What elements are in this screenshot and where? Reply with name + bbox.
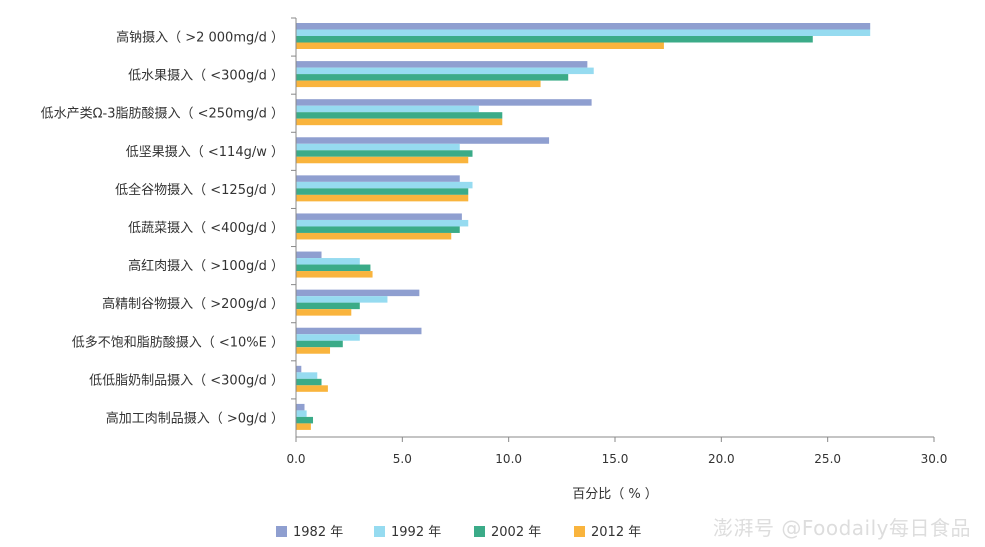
bar-2012-3 [296, 156, 469, 164]
category-label: 高钠摄入（ >2 000mg/d ） [116, 30, 284, 46]
bar-1992-2 [296, 105, 479, 113]
bar-2012-1 [296, 80, 541, 88]
bar-1982-6 [296, 251, 322, 259]
legend-label: 1992 年 [391, 525, 441, 540]
category-label: 低水产类Ω-3脂肪酸摄入（ <250mg/d ） [41, 106, 284, 122]
bar-1982-8 [296, 327, 422, 335]
x-axis: 0.0 5.0 10.0 15.0 20.0 25.0 30.0 [286, 17, 948, 466]
bar-2002-8 [296, 340, 343, 348]
x-axis-title: 百分比（ % ） [572, 487, 658, 502]
bar-2002-10 [296, 416, 314, 424]
bar-2012-2 [296, 118, 503, 126]
legend-label: 1982 年 [293, 525, 343, 540]
bar-2002-4 [296, 188, 469, 195]
x-tick-label: 30.0 [921, 452, 948, 466]
bar-1982-7 [296, 289, 420, 297]
bar-1982-2 [296, 99, 592, 106]
bar-1992-10 [296, 410, 307, 417]
legend: 1982 年 1992 年 2002 年 2012 年 [276, 525, 641, 540]
bar-2012-0 [296, 42, 664, 49]
category-label: 低水果摄入（ <300g/d ） [128, 69, 284, 84]
bar-1982-9 [296, 365, 302, 373]
category-label: 低多不饱和脂肪酸摄入（ <10%E ） [72, 334, 284, 350]
bar-2012-10 [296, 423, 311, 430]
bar-2012-8 [296, 347, 331, 354]
category-label: 低低脂奶制品摄入（ <300g/d ） [89, 373, 284, 388]
bar-2002-0 [296, 36, 813, 43]
bar-2002-6 [296, 264, 371, 272]
bar-1992-0 [296, 29, 871, 36]
bar-1982-10 [296, 403, 305, 411]
x-tick-label: 25.0 [814, 452, 841, 466]
bar-2002-3 [296, 150, 473, 157]
bar-2002-7 [296, 302, 360, 310]
bar-1992-4 [296, 181, 473, 189]
x-tick-label: 5.0 [393, 452, 412, 466]
bar-2002-9 [296, 378, 322, 386]
bar-1982-1 [296, 61, 588, 68]
bar-2002-1 [296, 74, 569, 81]
bar-1982-4 [296, 175, 460, 182]
bar-1992-8 [296, 334, 360, 341]
bar-2012-7 [296, 309, 352, 316]
category-label: 高加工肉制品摄入（ >0g/d ） [106, 410, 284, 426]
bar-1992-6 [296, 258, 360, 265]
bar-2012-5 [296, 232, 452, 240]
bar-1982-3 [296, 137, 550, 144]
category-label: 低蔬菜摄入（ <400g/d ） [128, 221, 284, 236]
category-labels: 高钠摄入（ >2 000mg/d ） 低水果摄入（ <300g/d ） 低水产类Ω-… [41, 30, 284, 427]
legend-swatch [374, 526, 385, 537]
bar-1992-3 [296, 143, 460, 151]
legend-swatch [276, 526, 287, 537]
x-tick-label: 15.0 [602, 452, 629, 466]
bar-1982-5 [296, 213, 462, 220]
bar-1992-7 [296, 296, 388, 303]
category-label: 低全谷物摄入（ <125g/d ） [115, 182, 284, 198]
x-tick-label: 20.0 [708, 452, 735, 466]
bar-2002-2 [296, 112, 503, 119]
bar-2012-6 [296, 271, 373, 278]
bar-1992-5 [296, 219, 469, 227]
bar-1992-1 [296, 67, 594, 75]
bar-2002-5 [296, 226, 460, 233]
category-label: 高红肉摄入（ >100g/d ） [128, 258, 284, 274]
x-tick-label: 0.0 [286, 452, 305, 466]
bar-2012-9 [296, 385, 328, 392]
category-label: 高精制谷物摄入（ >200g/d ） [102, 296, 284, 312]
watermark: 澎湃号 @Foodaily每日食品 [712, 516, 971, 540]
bar-1992-9 [296, 372, 318, 379]
legend-swatch [474, 526, 485, 537]
bar-2012-4 [296, 194, 469, 202]
legend-label: 2012 年 [591, 525, 641, 540]
x-tick-label: 10.0 [495, 452, 522, 466]
bar-1982-0 [296, 23, 871, 30]
bars-group [296, 23, 871, 430]
legend-label: 2002 年 [491, 525, 541, 540]
category-label: 低坚果摄入（ <114g/w ） [126, 145, 284, 160]
legend-swatch [574, 526, 585, 537]
